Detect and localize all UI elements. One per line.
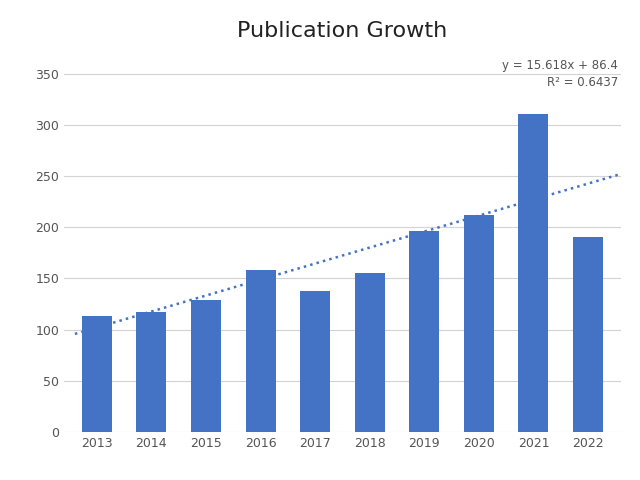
Text: R² = 0.6437: R² = 0.6437 xyxy=(547,76,618,89)
Bar xyxy=(136,312,166,432)
Bar xyxy=(464,215,494,432)
Bar xyxy=(300,291,330,432)
Bar xyxy=(573,238,603,432)
Bar xyxy=(518,114,548,432)
Bar xyxy=(409,231,439,432)
Bar xyxy=(355,273,385,432)
Bar xyxy=(246,270,276,432)
Bar xyxy=(191,300,221,432)
Bar xyxy=(82,316,112,432)
Text: y = 15.618x + 86.4: y = 15.618x + 86.4 xyxy=(502,59,618,72)
Title: Publication Growth: Publication Growth xyxy=(237,21,447,41)
